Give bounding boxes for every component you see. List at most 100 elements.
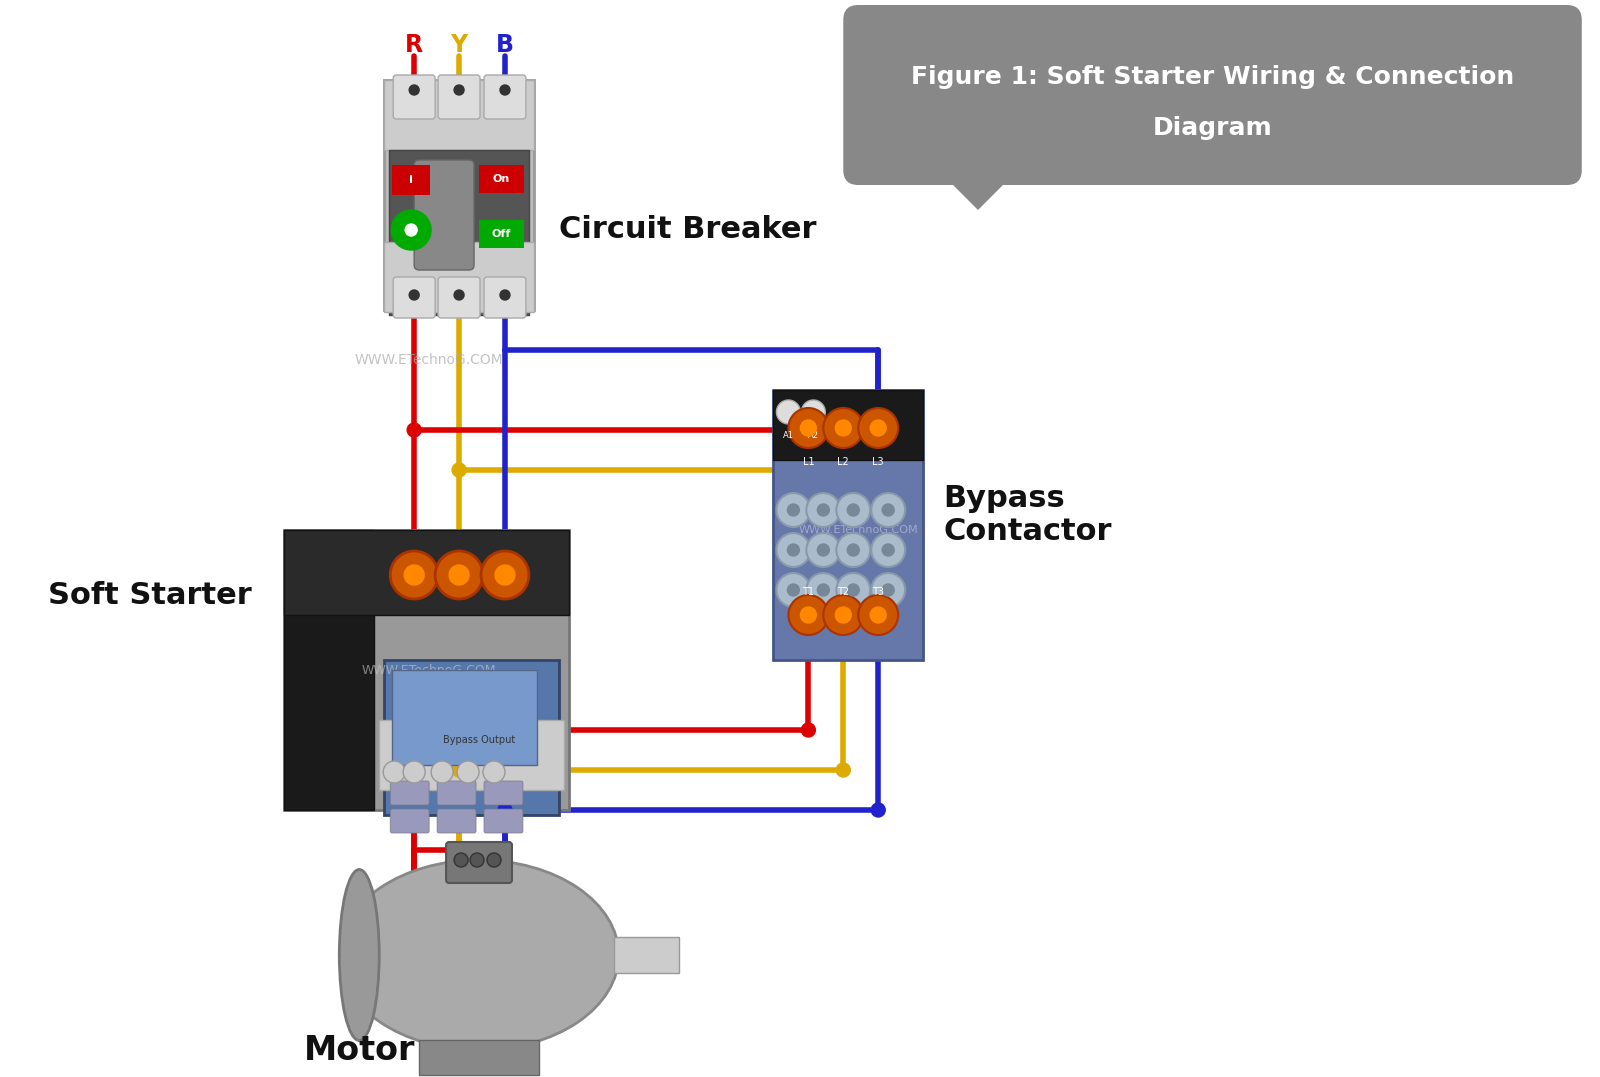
FancyBboxPatch shape bbox=[384, 660, 558, 815]
Text: ETechnoG.COM: ETechnoG.COM bbox=[472, 959, 566, 971]
FancyBboxPatch shape bbox=[285, 530, 374, 810]
FancyBboxPatch shape bbox=[394, 75, 435, 118]
Circle shape bbox=[806, 493, 840, 527]
Circle shape bbox=[435, 551, 483, 599]
Circle shape bbox=[818, 584, 829, 596]
Text: Bypass Output: Bypass Output bbox=[443, 735, 515, 745]
FancyBboxPatch shape bbox=[485, 75, 526, 118]
Circle shape bbox=[872, 533, 906, 567]
Text: On: On bbox=[493, 174, 510, 184]
Circle shape bbox=[858, 408, 898, 448]
FancyBboxPatch shape bbox=[285, 530, 570, 615]
Circle shape bbox=[837, 763, 850, 777]
Circle shape bbox=[800, 420, 816, 436]
Circle shape bbox=[450, 565, 469, 585]
Circle shape bbox=[835, 607, 851, 623]
Text: WWW.ETechnoG.COM: WWW.ETechnoG.COM bbox=[355, 353, 504, 367]
Circle shape bbox=[837, 493, 870, 527]
FancyBboxPatch shape bbox=[614, 937, 678, 973]
Circle shape bbox=[405, 224, 418, 236]
Circle shape bbox=[406, 723, 421, 737]
FancyBboxPatch shape bbox=[394, 277, 435, 318]
Circle shape bbox=[498, 803, 512, 817]
FancyBboxPatch shape bbox=[773, 390, 923, 460]
FancyBboxPatch shape bbox=[478, 165, 523, 193]
Circle shape bbox=[776, 533, 810, 567]
Circle shape bbox=[483, 761, 506, 783]
Ellipse shape bbox=[339, 861, 619, 1050]
Circle shape bbox=[499, 290, 510, 300]
Circle shape bbox=[410, 85, 419, 95]
FancyBboxPatch shape bbox=[384, 242, 534, 312]
Circle shape bbox=[818, 544, 829, 556]
Text: L3: L3 bbox=[872, 457, 885, 467]
FancyBboxPatch shape bbox=[438, 75, 480, 118]
FancyBboxPatch shape bbox=[392, 670, 538, 765]
Circle shape bbox=[872, 573, 906, 607]
Text: WWW.ETechnoG.COM: WWW.ETechnoG.COM bbox=[798, 524, 918, 535]
FancyBboxPatch shape bbox=[437, 781, 477, 805]
Circle shape bbox=[776, 493, 810, 527]
FancyBboxPatch shape bbox=[285, 530, 570, 810]
Circle shape bbox=[818, 504, 829, 516]
FancyBboxPatch shape bbox=[414, 160, 474, 270]
Circle shape bbox=[872, 803, 885, 817]
Text: T2: T2 bbox=[837, 587, 850, 597]
Polygon shape bbox=[938, 170, 1018, 210]
Circle shape bbox=[403, 761, 426, 783]
Text: Bypass
Contactor: Bypass Contactor bbox=[942, 484, 1112, 546]
Circle shape bbox=[486, 853, 501, 867]
Circle shape bbox=[824, 408, 864, 448]
Circle shape bbox=[870, 607, 886, 623]
Circle shape bbox=[787, 504, 800, 516]
Circle shape bbox=[872, 493, 906, 527]
Circle shape bbox=[802, 723, 816, 737]
FancyBboxPatch shape bbox=[438, 277, 480, 318]
FancyBboxPatch shape bbox=[419, 1040, 539, 1075]
Circle shape bbox=[787, 544, 800, 556]
FancyBboxPatch shape bbox=[485, 809, 523, 833]
Circle shape bbox=[870, 420, 886, 436]
Circle shape bbox=[458, 761, 478, 783]
Circle shape bbox=[789, 595, 829, 635]
Circle shape bbox=[837, 533, 870, 567]
Circle shape bbox=[454, 85, 464, 95]
FancyBboxPatch shape bbox=[389, 150, 530, 314]
FancyBboxPatch shape bbox=[437, 809, 477, 833]
Circle shape bbox=[494, 565, 515, 585]
FancyBboxPatch shape bbox=[390, 781, 429, 805]
FancyBboxPatch shape bbox=[446, 842, 512, 883]
Text: L1: L1 bbox=[803, 457, 814, 467]
Text: Figure 1: Soft Starter Wiring & Connection: Figure 1: Soft Starter Wiring & Connecti… bbox=[910, 65, 1514, 89]
Text: A1: A1 bbox=[782, 431, 794, 439]
Text: B: B bbox=[496, 33, 514, 57]
Circle shape bbox=[848, 584, 859, 596]
Circle shape bbox=[848, 544, 859, 556]
FancyBboxPatch shape bbox=[843, 5, 1582, 185]
Circle shape bbox=[835, 420, 851, 436]
FancyBboxPatch shape bbox=[390, 809, 429, 833]
Circle shape bbox=[882, 584, 894, 596]
Circle shape bbox=[800, 607, 816, 623]
FancyBboxPatch shape bbox=[384, 80, 534, 150]
FancyBboxPatch shape bbox=[379, 721, 563, 791]
Circle shape bbox=[776, 573, 810, 607]
Text: O: O bbox=[406, 224, 416, 237]
Circle shape bbox=[454, 853, 469, 867]
Circle shape bbox=[470, 853, 485, 867]
Text: L2: L2 bbox=[837, 457, 850, 467]
FancyBboxPatch shape bbox=[485, 277, 526, 318]
Text: I: I bbox=[410, 174, 413, 185]
Circle shape bbox=[482, 551, 530, 599]
Circle shape bbox=[410, 290, 419, 300]
Circle shape bbox=[848, 504, 859, 516]
Text: Y: Y bbox=[451, 33, 467, 57]
Circle shape bbox=[824, 595, 864, 635]
FancyBboxPatch shape bbox=[384, 80, 534, 310]
FancyBboxPatch shape bbox=[392, 165, 430, 195]
Circle shape bbox=[454, 290, 464, 300]
Text: T3: T3 bbox=[872, 587, 885, 597]
Text: Soft Starter: Soft Starter bbox=[48, 581, 251, 610]
Circle shape bbox=[776, 400, 800, 424]
FancyBboxPatch shape bbox=[773, 390, 923, 660]
